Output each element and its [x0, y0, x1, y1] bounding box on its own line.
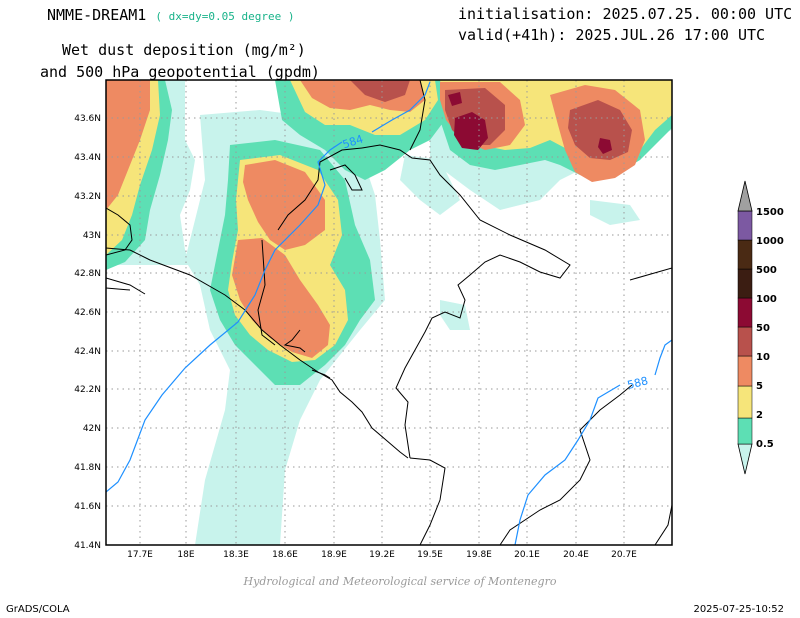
lon-tick: 19.2E [369, 550, 395, 560]
colorbar-bin [737, 417, 753, 445]
lon-tick: 19.5E [417, 550, 443, 560]
country-borders [106, 80, 672, 545]
longitude-ticks: 17.7E 18E 18.3E 18.6E 18.9E 19.2E 19.5E … [127, 550, 637, 560]
contour-588 [514, 339, 672, 545]
colorbar-bin [737, 326, 753, 357]
colorbar-label: 0.5 [756, 439, 774, 450]
colorbar-bin [737, 385, 753, 419]
lon-tick: 17.7E [127, 550, 153, 560]
lon-tick: 20.4E [563, 550, 589, 560]
subtitle-line-1: Wet dust deposition (mg/m²) [62, 41, 306, 59]
lat-tick: 41.4N [74, 541, 101, 551]
lat-tick: 42.2N [74, 385, 101, 395]
colorbar-bottom-arrow [737, 443, 753, 475]
geopotential-contours [106, 81, 672, 545]
colorbar-bin [737, 210, 753, 241]
lat-tick: 42N [83, 424, 101, 434]
lon-tick: 18E [177, 550, 194, 560]
colorbar-label: 2 [756, 410, 763, 421]
subtitle-line-2: and 500 hPa geopotential (gpdm) [40, 63, 320, 81]
colorbar-bin [737, 268, 753, 299]
lon-tick: 18.6E [272, 550, 298, 560]
lat-tick: 41.8N [74, 463, 101, 473]
model-title: NMME-DREAM1 ( dx=dy=0.05 degree ) [47, 8, 294, 23]
colorbar-bin [737, 355, 753, 387]
latitude-ticks: 43.6N 43.4N 43.2N 43N 42.8N 42.6N 42.4N … [74, 114, 101, 551]
contour-label-584: 584 [341, 132, 365, 151]
dust-deposition-field [106, 80, 672, 545]
lat-tick: 42.4N [74, 347, 101, 357]
colorbar-label: 5 [756, 381, 763, 392]
colorbar-label: 100 [756, 294, 777, 305]
lat-tick: 43N [83, 231, 101, 241]
colorbar-bin [737, 297, 753, 328]
resolution-note: ( dx=dy=0.05 degree ) [155, 10, 295, 23]
lat-tick: 43.4N [74, 153, 101, 163]
lat-tick: 42.8N [74, 269, 101, 279]
software-label: GrADS/COLA [6, 604, 70, 615]
valid-time: valid(+41h): 2025.JUL.26 17:00 UTC [458, 26, 766, 44]
lon-tick: 20.1E [514, 550, 540, 560]
contour-label-588: 588 [626, 374, 650, 392]
credit-text: Hydrological and Meteorological service … [243, 575, 557, 588]
colorbar-label: 10 [756, 352, 770, 363]
colorbar-label: 1500 [756, 207, 784, 218]
grid-lines [106, 80, 672, 545]
plot-frame [105, 79, 673, 546]
lat-tick: 41.6N [74, 502, 101, 512]
lat-tick: 42.6N [74, 308, 101, 318]
lon-tick: 18.3E [223, 550, 249, 560]
lat-tick: 43.6N [74, 114, 101, 124]
colorbar-label: 1000 [756, 236, 784, 247]
timestamp-label: 2025-07-25-10:52 [693, 604, 784, 615]
model-name: NMME-DREAM1 [47, 6, 147, 24]
lon-tick: 18.9E [321, 550, 347, 560]
lon-tick: 19.8E [466, 550, 492, 560]
colorbar: 0.5 2 5 10 50 100 500 1000 1500 [737, 180, 784, 475]
lat-tick: 43.2N [74, 192, 101, 202]
initialisation-time: initialisation: 2025.07.25. 00:00 UTC [458, 5, 793, 23]
lon-tick: 20.7E [611, 550, 637, 560]
colorbar-label: 500 [756, 265, 777, 276]
colorbar-top-arrow [737, 180, 753, 212]
contour-584 [106, 81, 431, 493]
colorbar-label: 50 [756, 323, 770, 334]
colorbar-bin [737, 239, 753, 270]
